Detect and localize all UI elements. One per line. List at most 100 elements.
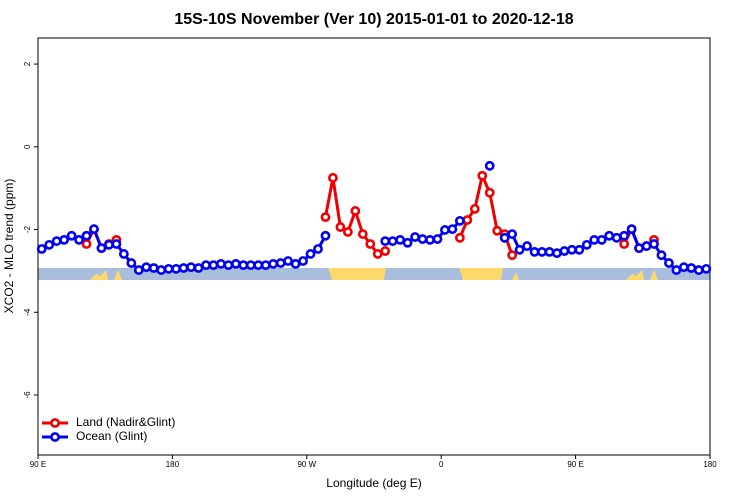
- legend-label: Ocean (Glint): [76, 429, 147, 443]
- x-tick-label: 0: [439, 460, 444, 469]
- data-point: [380, 236, 391, 247]
- data-point: [350, 206, 361, 216]
- land-patch: [328, 268, 386, 280]
- data-point: [81, 239, 92, 249]
- data-point: [126, 258, 137, 268]
- data-point: [268, 258, 279, 269]
- x-tick-label: 180: [703, 460, 717, 469]
- land-patch: [626, 270, 644, 280]
- y-tick-label: -6: [23, 391, 32, 399]
- data-point: [507, 229, 518, 239]
- x-tick-label: 180: [166, 460, 180, 469]
- data-point: [701, 263, 712, 274]
- data-point: [619, 230, 630, 241]
- data-point: [372, 249, 383, 259]
- data-point: [552, 248, 562, 259]
- data-point: [89, 224, 99, 235]
- data-point: [335, 222, 346, 232]
- data-point: [163, 263, 174, 274]
- data-point: [305, 249, 316, 259]
- data-point: [454, 215, 465, 226]
- data-point: [581, 239, 592, 250]
- data-point: [462, 215, 473, 225]
- data-point: [51, 236, 62, 247]
- y-tick-label: -4: [23, 308, 32, 316]
- x-tick-label: 90 E: [567, 460, 583, 469]
- data-point: [141, 262, 152, 273]
- data-point: [96, 243, 107, 254]
- map-band: [38, 268, 710, 280]
- data-point: [693, 265, 704, 275]
- data-point: [544, 246, 555, 257]
- data-point: [275, 258, 286, 268]
- data-point: [410, 232, 420, 242]
- data-point: [387, 236, 398, 247]
- data-point: [283, 256, 294, 266]
- data-point: [290, 258, 301, 269]
- data-point: [492, 225, 503, 236]
- data-point: [44, 239, 55, 250]
- data-point: [342, 227, 353, 237]
- data-point: [619, 239, 630, 249]
- data-point: [649, 239, 659, 249]
- data-point: [611, 232, 622, 243]
- data-point: [208, 260, 219, 271]
- data-point: [432, 234, 443, 244]
- data-point: [484, 187, 495, 198]
- data-point: [499, 232, 510, 243]
- data-point: [447, 224, 458, 235]
- data-point: [171, 263, 182, 274]
- data-point: [686, 263, 697, 273]
- data-point: [201, 260, 211, 271]
- data-point: [395, 234, 406, 245]
- legend-marker: [50, 418, 60, 428]
- data-point: [402, 237, 413, 248]
- data-point: [357, 229, 368, 239]
- data-point: [656, 250, 667, 261]
- data-point: [104, 239, 114, 250]
- data-point: [566, 244, 577, 255]
- data-point: [148, 263, 159, 273]
- data-point: [417, 234, 428, 244]
- data-point: [260, 260, 271, 271]
- series-line: [323, 177, 386, 256]
- data-point: [238, 260, 249, 271]
- data-point: [671, 265, 682, 275]
- y-tick-label: 0: [23, 144, 32, 149]
- y-tick-label: 2: [23, 61, 32, 66]
- data-point: [253, 260, 264, 271]
- x-tick-label: 90 E: [30, 460, 46, 469]
- data-point: [216, 258, 226, 269]
- data-point: [596, 234, 607, 245]
- data-point: [634, 243, 644, 254]
- data-point: [365, 239, 376, 249]
- land-patch: [650, 270, 658, 280]
- data-point: [178, 263, 189, 273]
- data-point: [320, 230, 331, 241]
- data-point: [36, 244, 47, 254]
- land-patch: [512, 272, 519, 280]
- land-patch: [459, 268, 503, 280]
- data-point: [537, 246, 547, 257]
- data-point: [186, 262, 196, 273]
- data-point: [223, 260, 234, 271]
- legend-label: Land (Nadir&Glint): [76, 415, 175, 429]
- data-point: [477, 170, 488, 181]
- data-point: [469, 203, 480, 214]
- data-point: [641, 241, 652, 251]
- data-point: [626, 224, 637, 235]
- data-point: [81, 230, 92, 241]
- y-tick-label: -2: [23, 225, 32, 233]
- land-patch: [114, 270, 122, 280]
- data-point: [514, 244, 525, 255]
- data-point: [589, 234, 600, 245]
- data-point: [440, 225, 450, 235]
- data-point: [328, 172, 338, 183]
- x-axis-label: Longitude (deg E): [326, 476, 421, 490]
- legend-marker: [50, 432, 60, 442]
- data-point: [678, 262, 689, 273]
- data-point: [574, 244, 585, 255]
- data-point: [193, 263, 204, 273]
- data-point: [133, 265, 144, 275]
